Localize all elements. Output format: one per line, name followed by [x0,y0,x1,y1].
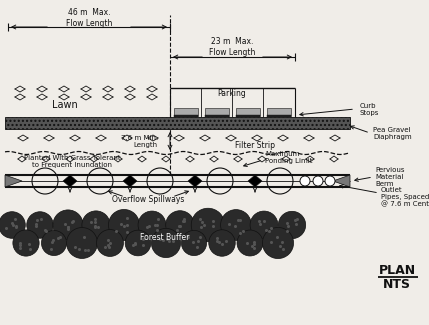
Text: Curb
Stops: Curb Stops [360,103,379,116]
Text: PLAN: PLAN [378,264,416,277]
Circle shape [0,212,25,238]
Circle shape [42,230,66,255]
Circle shape [13,230,39,256]
Text: Lawn: Lawn [52,100,78,110]
Text: Pervious
Material
Berm: Pervious Material Berm [375,167,405,187]
Text: Maximum
Ponding Limit: Maximum Ponding Limit [265,150,312,163]
Polygon shape [333,175,350,187]
Bar [236,108,260,116]
Circle shape [125,230,151,256]
Circle shape [209,230,235,256]
Circle shape [166,211,194,239]
Circle shape [221,210,251,240]
Text: 46 m  Max.
Flow Length: 46 m Max. Flow Length [66,8,112,28]
Circle shape [237,230,263,256]
Text: 23 m  Max.
Flow Length: 23 m Max. Flow Length [209,37,255,57]
Circle shape [66,227,97,258]
Circle shape [325,176,335,186]
Text: Outlet
Pipes, Spaced
@ 7.6 m Centers: Outlet Pipes, Spaced @ 7.6 m Centers [381,187,429,207]
Polygon shape [188,175,202,187]
Bar [174,115,198,117]
Polygon shape [248,175,262,187]
Bar [5,117,350,129]
Circle shape [250,211,278,239]
Text: Planted With Grass Tolerant
to Frequent Inundation: Planted With Grass Tolerant to Frequent … [24,155,120,168]
Bar [174,108,198,116]
Text: Parking: Parking [218,89,246,98]
Polygon shape [63,175,77,187]
Text: Filter Strip: Filter Strip [235,140,275,150]
Bar [205,108,229,116]
Text: NTS: NTS [383,279,411,292]
Text: Forest Buffer: Forest Buffer [140,232,190,241]
Circle shape [278,211,306,239]
Text: Overflow Spillways: Overflow Spillways [112,194,184,203]
Polygon shape [5,175,22,187]
Circle shape [191,208,225,242]
Circle shape [313,176,323,186]
Bar [236,115,260,117]
Bar [267,115,291,117]
Circle shape [151,228,181,258]
Circle shape [97,229,124,256]
Bar [205,115,229,117]
Text: Pea Gravel
Diaphragm: Pea Gravel Diaphragm [373,126,411,139]
Circle shape [181,230,207,255]
Circle shape [138,211,166,239]
Circle shape [27,212,53,238]
Bar [267,108,291,116]
Circle shape [263,227,293,259]
Circle shape [82,211,110,239]
Text: 7.6 m Min.
Length: 7.6 m Min. Length [121,135,158,148]
Circle shape [53,210,83,240]
Polygon shape [123,175,137,187]
Circle shape [109,209,139,240]
Circle shape [300,176,310,186]
